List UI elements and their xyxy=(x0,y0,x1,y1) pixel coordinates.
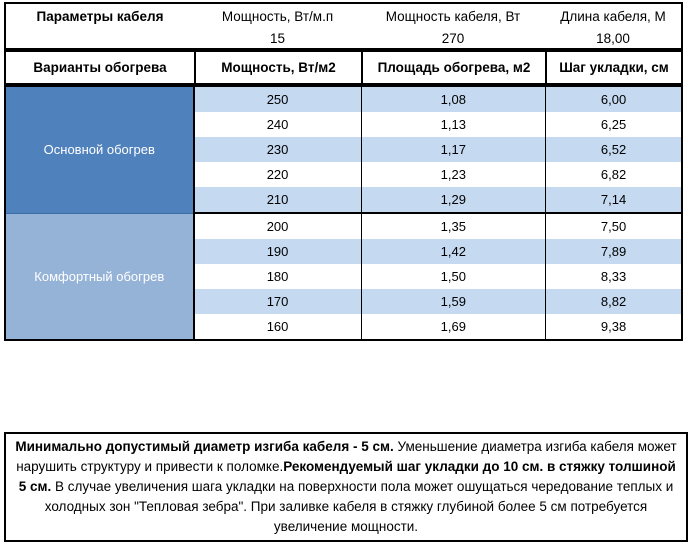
step-cell: 8,33 xyxy=(600,269,627,284)
note-text: Минимально допустимый диаметр изгиба каб… xyxy=(15,439,677,534)
step-cell: 9,38 xyxy=(600,319,627,334)
header-area: Площадь обогрева, м2 xyxy=(361,52,545,83)
area-cell: 1,42 xyxy=(361,239,547,264)
table-row: 180 1,50 8,33 xyxy=(5,264,682,289)
area-cell: 1,59 xyxy=(361,289,547,314)
cable-spec-sheet: Параметры кабеля Мощность, Вт/м.п Мощнос… xyxy=(4,2,683,341)
cable-params-table: Параметры кабеля Мощность, Вт/м.п Мощнос… xyxy=(4,2,683,50)
area-cell: 1,13 xyxy=(361,112,547,137)
header-step: Шаг укладки, см xyxy=(545,52,681,83)
cable-params-title: Параметры кабеля xyxy=(36,9,164,24)
group-label: Основной обогрев xyxy=(5,86,195,213)
table-row: 170 1,59 8,82 xyxy=(5,289,682,314)
param-label-cable-power: Мощность кабеля, Вт xyxy=(385,9,521,24)
power-cell: 210 xyxy=(193,187,362,213)
step-cell: 7,14 xyxy=(545,187,682,213)
power-cell: 240 xyxy=(193,112,362,137)
area-cell: 1,50 xyxy=(361,264,547,289)
step-cell: 8,82 xyxy=(545,289,682,314)
table-row: Основной обогрев 250 1,08 6,00 xyxy=(5,86,682,213)
area-cell: 1,35 xyxy=(361,212,547,239)
param-label-power-per-meter: Мощность, Вт/м.п xyxy=(221,9,334,24)
power-cell: 180 xyxy=(193,264,362,289)
group-label: Комфортный обогрев xyxy=(5,212,195,340)
table-row: 210 1,29 7,14 xyxy=(5,187,682,213)
area-cell: 1,17 xyxy=(361,137,547,162)
header-power: Мощность, Вт/м2 xyxy=(194,52,361,83)
param-value-cable-length: 18,00 xyxy=(596,31,630,46)
power-cell: 230 xyxy=(193,137,362,162)
heating-table-body: Основной обогрев 250 1,08 6,00 240 1,13 6,25 23… xyxy=(5,86,682,340)
table-row: 220 1,23 6,82 xyxy=(5,162,682,187)
table-row: 240 1,13 6,25 xyxy=(5,112,682,137)
power-cell: 160 xyxy=(193,314,362,340)
step-cell: 7,50 xyxy=(545,212,682,239)
step-cell: 6,52 xyxy=(545,137,682,162)
table-row: 230 1,17 6,52 xyxy=(5,137,682,162)
table-row: 160 1,69 9,38 xyxy=(5,314,682,340)
power-cell: 250 xyxy=(193,86,362,112)
step-cell: 7,89 xyxy=(545,239,682,264)
area-cell: 1,69 xyxy=(361,314,547,340)
note-box: Минимально допустимый диаметр изгиба каб… xyxy=(4,432,688,542)
heating-table: Основной обогрев 250 1,08 6,00 240 1,13 6,25 23… xyxy=(4,85,683,341)
power-cell: 220 xyxy=(193,162,362,187)
area-cell: 1,29 xyxy=(361,187,547,213)
param-value-power-per-meter: 15 xyxy=(269,31,286,46)
param-label-cable-length: Длина кабеля, М xyxy=(560,9,666,24)
header-variants: Варианты обогрева xyxy=(33,60,167,75)
step-cell: 6,82 xyxy=(600,167,627,182)
table-row: 190 1,42 7,89 xyxy=(5,239,682,264)
param-value-cable-power: 270 xyxy=(441,31,465,46)
power-cell: 170 xyxy=(193,289,362,314)
table-row: Комфортный обогрев 200 1,35 7,50 xyxy=(5,212,682,340)
heating-table-header: Варианты обогрева Мощность, Вт/м2 Площад… xyxy=(4,50,683,85)
area-cell: 1,23 xyxy=(361,162,547,187)
power-cell: 200 xyxy=(193,212,362,239)
step-cell: 6,00 xyxy=(545,86,682,112)
step-cell: 6,25 xyxy=(600,117,627,132)
power-cell: 190 xyxy=(193,239,362,264)
param-empty-cell xyxy=(6,29,194,48)
area-cell: 1,08 xyxy=(361,86,547,112)
